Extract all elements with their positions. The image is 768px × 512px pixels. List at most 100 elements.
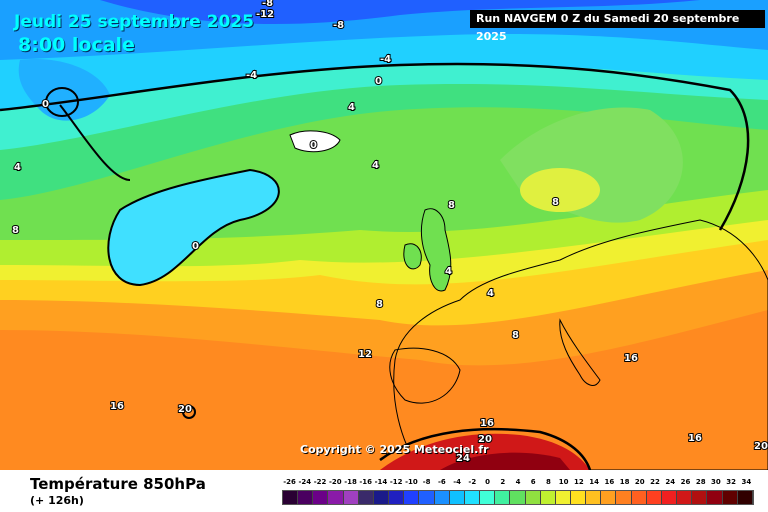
ireland — [403, 243, 422, 270]
contour-label: -4 — [246, 70, 257, 81]
forecast-date: Jeudi 25 septembre 2025 — [14, 12, 254, 32]
scale-swatch — [631, 491, 647, 504]
temperature-map: -8 -12 -8 -4 -4 0 0 0 0 4 4 4 4 4 8 8 8 … — [0, 0, 768, 470]
scale-tick-label: -10 — [405, 478, 418, 486]
scale-swatch — [661, 491, 678, 504]
scale-tick-label: -2 — [468, 478, 477, 486]
scale-swatch — [480, 491, 496, 504]
contour-label: -8 — [333, 20, 344, 31]
model-run-banner: Run NAVGEM 0 Z du Samedi 20 septembre 20… — [470, 10, 765, 43]
sahara-hottest — [440, 452, 570, 470]
forecast-lead-time: (+ 126h) — [30, 494, 84, 507]
scale-swatch — [328, 491, 344, 504]
scale-swatch — [449, 491, 465, 504]
scale-swatch — [601, 491, 617, 504]
scale-swatch — [313, 491, 329, 504]
iberia-outline — [389, 347, 461, 404]
contour-label: 16 — [110, 401, 124, 412]
scale-swatch — [540, 491, 556, 504]
scale-tick-label: 30 — [711, 478, 721, 486]
contour-label: 4 — [14, 162, 21, 173]
scale-swatch — [692, 491, 708, 504]
scale-swatch — [707, 491, 723, 504]
scale-swatch — [419, 491, 435, 504]
contour-label: 8 — [448, 200, 455, 211]
scale-tick-label: 28 — [695, 478, 706, 486]
copyright-notice: Copyright © 2025 Meteociel.fr — [300, 443, 489, 456]
scale-tick-label: 22 — [650, 478, 660, 486]
scale-swatch — [570, 491, 587, 504]
contour-label: 4 — [487, 288, 494, 299]
contour-label: 16 — [688, 433, 702, 444]
scale-swatch — [616, 491, 632, 504]
scale-swatch — [373, 491, 390, 504]
scale-tick-label: 32 — [726, 478, 737, 486]
map-canvas: -8 -12 -8 -4 -4 0 0 0 0 4 4 4 4 4 8 8 8 … — [0, 0, 768, 470]
contour-label: 12 — [358, 349, 372, 360]
scale-tick-label: 2 — [500, 478, 506, 486]
scale-swatch — [464, 491, 481, 504]
scale-swatch — [283, 491, 299, 504]
contour-label: 4 — [445, 266, 452, 277]
contour-label: 24 — [456, 453, 470, 464]
color-scale-labels: -26 -24 -22 -20 -18 -16 -14 -12 -10 -8 -6 -4 -2 0 2 4 6 8… — [282, 478, 754, 488]
contour-label: 16 — [624, 353, 638, 364]
scale-swatch — [298, 491, 314, 504]
scale-tick-label: 26 — [680, 478, 691, 486]
scale-swatch — [343, 491, 359, 504]
contour-label: 8 — [12, 225, 19, 236]
scale-tick-label: 4 — [515, 478, 521, 486]
scale-tick-label: -18 — [344, 478, 357, 486]
scale-tick-label: -22 — [313, 478, 327, 486]
parameter-title: Température 850hPa — [30, 475, 206, 493]
contour-label: -4 — [380, 54, 391, 65]
scale-swatch — [555, 491, 571, 504]
scale-swatch — [510, 491, 526, 504]
scale-tick-label: 8 — [546, 478, 551, 486]
contour-label: 8 — [552, 197, 559, 208]
great-britain — [420, 208, 452, 292]
scale-tick-label: 12 — [574, 478, 584, 486]
contour-label: 0 — [192, 241, 199, 252]
scale-swatch — [404, 491, 420, 504]
scale-tick-label: 6 — [530, 478, 536, 486]
isotherm-0 — [0, 62, 750, 231]
contour-label: 8 — [512, 330, 519, 341]
scale-swatch — [737, 491, 753, 504]
scale-tick-label: 16 — [604, 478, 615, 486]
contour-label: 20 — [178, 404, 192, 415]
contour-label: -12 — [256, 9, 274, 20]
scale-tick-label: -6 — [437, 478, 446, 486]
zone-minus8 — [100, 0, 700, 25]
isotherm-0-greenland — [59, 104, 131, 181]
scale-swatch — [389, 491, 405, 504]
europe-outline — [393, 219, 768, 470]
isotherm-20-ring — [182, 405, 196, 419]
scale-tick-label: -14 — [374, 478, 388, 486]
scale-tick-label: 24 — [665, 478, 676, 486]
iceland — [289, 130, 341, 153]
scale-tick-label: 18 — [619, 478, 630, 486]
scale-tick-label: -4 — [453, 478, 461, 486]
contour-label: -8 — [262, 0, 273, 9]
contour-label: 20 — [754, 441, 768, 452]
contour-label: 4 — [348, 102, 355, 113]
contour-label: 20 — [478, 434, 492, 445]
scale-swatch — [495, 491, 511, 504]
scale-tick-label: 20 — [634, 478, 645, 486]
contour-label: 8 — [376, 299, 383, 310]
isotherm-20 — [379, 427, 592, 470]
contour-label: 16 — [480, 418, 494, 429]
scale-tick-label: -8 — [422, 478, 431, 486]
scale-swatch — [586, 491, 602, 504]
scale-tick-label: 14 — [589, 478, 599, 486]
baltic-warm-patch — [520, 168, 600, 212]
scale-tick-label: -26 — [283, 478, 296, 486]
scale-tick-label: 10 — [558, 478, 569, 486]
scale-tick-label: -20 — [328, 478, 342, 486]
scale-tick-label: -12 — [389, 478, 403, 486]
scale-tick-label: -16 — [359, 478, 373, 486]
contour-label: 0 — [42, 99, 49, 110]
scale-swatch — [358, 491, 374, 504]
